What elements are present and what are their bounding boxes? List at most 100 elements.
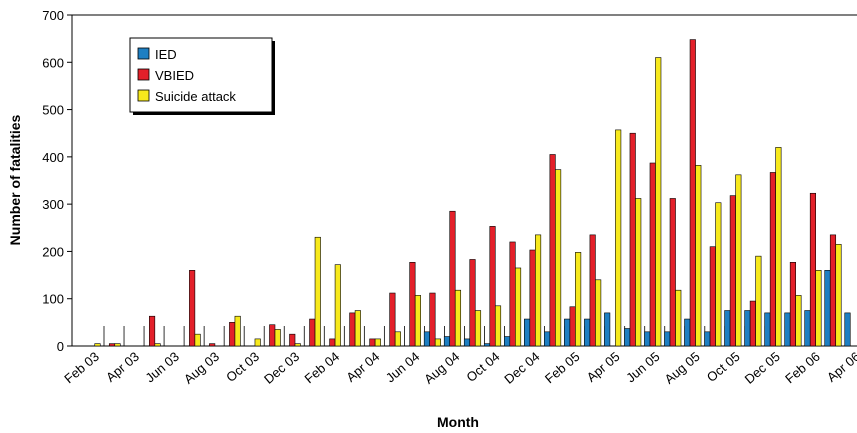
bar-vbied: [589, 234, 596, 347]
bar-vbied: [369, 338, 376, 347]
bar-vbied: [549, 154, 556, 347]
bar-ied: [423, 331, 430, 347]
bar-suicide-attack: [414, 295, 421, 347]
bar-vbied: [529, 249, 536, 347]
bar-vbied: [449, 210, 456, 347]
legend-swatch: [137, 68, 150, 81]
bar-vbied: [429, 292, 436, 347]
x-tick-label: Apr 03: [103, 349, 142, 385]
bar-suicide-attack: [675, 289, 682, 347]
legend-swatch: [137, 89, 150, 102]
bar-suicide-attack: [194, 333, 201, 347]
bar-suicide-attack: [795, 295, 802, 347]
bar-ied: [684, 318, 691, 347]
x-tick-label: Dec 05: [742, 349, 783, 387]
x-tick-label: Oct 05: [704, 349, 743, 385]
x-tick-label: Dec 03: [261, 349, 302, 387]
legend-label: VBIED: [155, 68, 194, 83]
bar-vbied: [189, 270, 196, 347]
bar-suicide-attack: [474, 310, 482, 347]
x-tick-label: Apr 05: [584, 349, 623, 385]
x-tick-label: Feb 04: [302, 349, 343, 387]
bar-ied: [483, 343, 491, 347]
bar-ied: [804, 310, 811, 347]
bar-vbied: [749, 300, 756, 347]
bar-suicide-attack: [835, 244, 842, 347]
bar-suicide-attack: [494, 305, 502, 347]
bar-suicide-attack: [274, 329, 281, 347]
bar-suicide-attack: [535, 234, 542, 347]
bar-vbied: [329, 338, 336, 347]
bar-suicide-attack: [815, 270, 822, 347]
bar-vbied: [709, 246, 716, 347]
bar-ied: [844, 312, 851, 347]
bar-ied: [624, 328, 631, 347]
x-tick-label: Feb 06: [782, 349, 823, 387]
legend-label: IED: [155, 47, 177, 62]
bar-suicide-attack: [735, 174, 742, 347]
y-tick-label: 400: [42, 150, 64, 165]
bar-ied: [724, 310, 731, 347]
bar-suicide-attack: [515, 267, 522, 347]
bar-suicide-attack: [294, 343, 301, 347]
bar-ied: [524, 318, 531, 347]
y-axis-title: Number of fatalities: [7, 114, 23, 245]
bar-suicide-attack: [615, 129, 622, 347]
y-tick-label: 600: [42, 55, 64, 70]
x-tick-label: Jun 05: [623, 349, 663, 386]
bar-vbied: [629, 132, 636, 347]
bar-suicide-attack: [314, 236, 321, 347]
y-tick-label: 300: [42, 197, 64, 212]
x-tick-label: Aug 05: [662, 349, 703, 387]
bar-vbied: [108, 343, 116, 347]
bar-vbied: [569, 306, 576, 347]
bar-suicide-attack: [555, 169, 562, 347]
bar-ied: [744, 310, 751, 347]
x-tick-label: Oct 04: [463, 349, 502, 385]
y-tick-label: 200: [42, 244, 64, 259]
bar-suicide-attack: [775, 147, 782, 347]
bar-ied: [463, 338, 471, 347]
bar-suicide-attack: [354, 310, 361, 347]
bar-vbied: [809, 192, 816, 347]
bar-vbied: [469, 259, 476, 347]
x-tick-label: Jun 03: [142, 349, 182, 386]
bar-suicide-attack: [695, 165, 702, 347]
bar-vbied: [389, 292, 396, 347]
x-tick-label: Feb 05: [542, 349, 583, 387]
bar-vbied: [829, 234, 837, 347]
bar-vbied: [149, 315, 156, 347]
bar-vbied: [349, 312, 356, 347]
bar-ied: [704, 331, 711, 347]
bar-vbied: [489, 226, 496, 347]
x-tick-label: Aug 04: [421, 349, 462, 387]
bar-ied: [784, 312, 791, 347]
bar-suicide-attack: [434, 338, 441, 347]
x-tick-label: Dec 04: [501, 349, 542, 387]
legend-box: [129, 37, 273, 113]
y-tick-label: 100: [42, 292, 64, 307]
bar-ied: [664, 331, 671, 347]
bar-vbied: [509, 241, 516, 347]
y-tick-label: 0: [57, 339, 64, 354]
x-tick-label: Jun 04: [383, 349, 423, 386]
x-tick-label: Apr 04: [343, 349, 382, 385]
bar-ied: [764, 312, 771, 347]
bar-vbied: [729, 195, 736, 347]
bar-vbied: [669, 198, 676, 347]
bar-ied: [584, 318, 591, 347]
bar-ied: [544, 331, 551, 347]
bar-vbied: [409, 262, 416, 347]
bar-suicide-attack: [715, 202, 722, 347]
bar-suicide-attack: [454, 289, 462, 347]
bar-vbied: [209, 343, 216, 347]
bar-vbied: [269, 324, 276, 347]
bar-vbied: [649, 162, 656, 347]
bar-ied: [644, 331, 651, 347]
x-tick-label: Feb 03: [61, 349, 102, 387]
bar-vbied: [309, 318, 316, 347]
y-tick-label: 500: [42, 103, 64, 118]
x-axis-title: Month: [437, 414, 479, 430]
bar-vbied: [689, 39, 696, 347]
